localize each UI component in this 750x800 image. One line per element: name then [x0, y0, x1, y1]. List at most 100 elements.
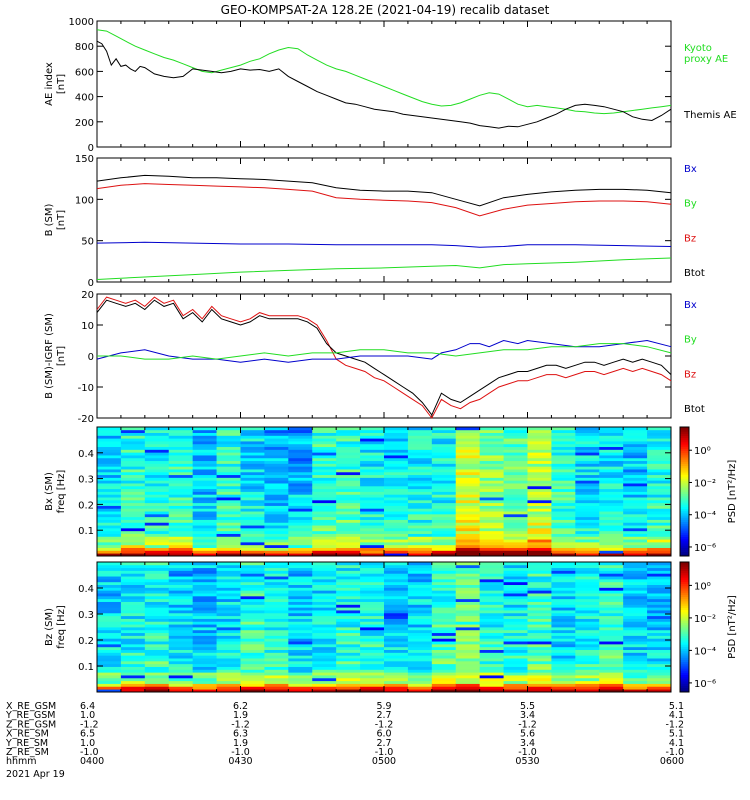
spectrogram-cell	[168, 466, 194, 470]
spectrogram-cell	[264, 598, 289, 602]
colorbar-segment	[680, 598, 689, 602]
spectrogram-cell	[288, 632, 313, 636]
spectrogram-cell	[551, 544, 576, 548]
spectrogram-cell	[455, 677, 481, 682]
spectrogram-cell	[336, 615, 361, 619]
spectrogram-cell	[384, 547, 409, 551]
spectrogram-cell	[503, 649, 528, 653]
spectrogram-cell	[192, 610, 217, 614]
colorbar-segment	[680, 493, 689, 497]
spectrogram-cell	[575, 474, 600, 478]
spectrogram-cell	[264, 477, 289, 481]
spectrogram-cell	[479, 513, 504, 518]
spectrogram-cell	[407, 595, 433, 600]
spectrogram-cell	[97, 460, 122, 464]
spectrogram-cell	[599, 494, 624, 498]
spectrogram-cell	[336, 677, 361, 682]
spectrogram-cell	[479, 435, 504, 439]
series-line	[96, 40, 672, 129]
spectrogram-cell	[623, 683, 648, 687]
spectrogram-cell	[527, 593, 552, 597]
spectrogram-cell	[479, 612, 504, 617]
spectrogram-cell	[503, 663, 528, 667]
spectrogram-cell	[312, 441, 337, 445]
spectrogram-cell	[551, 660, 576, 665]
spectrogram-cell	[647, 655, 672, 659]
spectrogram-cell	[527, 578, 552, 583]
spectrogram-cell	[527, 618, 552, 622]
spectrogram-cell	[551, 474, 576, 478]
spectrogram-cell	[288, 536, 313, 540]
spectrogram-cell	[647, 469, 672, 473]
spectrogram-cell	[575, 443, 600, 448]
spectrogram-cell	[551, 485, 576, 490]
spectrogram-cell	[240, 474, 265, 478]
spectrogram-cell	[431, 581, 457, 586]
spectrogram-cell	[144, 604, 170, 608]
spectrogram-cell	[120, 615, 146, 619]
spectrogram-cell	[407, 483, 433, 487]
spectrogram-cell	[431, 525, 457, 529]
spectrogram-cell	[312, 513, 337, 518]
spectrogram-cell	[575, 677, 600, 682]
spectrogram-cell	[144, 641, 170, 645]
spectrogram-cell	[599, 466, 624, 470]
colorbar-segment	[680, 545, 689, 548]
spectrogram-cell	[575, 646, 600, 651]
spectrogram-cell	[168, 463, 194, 467]
spectrogram-cell	[168, 522, 194, 526]
spectrogram-cell	[168, 601, 194, 605]
spectrogram-cell	[527, 474, 552, 478]
spectrogram-cell	[144, 536, 170, 540]
spectrogram-cell	[312, 677, 337, 682]
spectrogram-cell	[168, 480, 194, 484]
spectrogram-cell	[647, 675, 672, 679]
spectrogram-cell	[97, 581, 122, 586]
spectrogram-cell	[288, 672, 313, 676]
spectrogram-cell	[336, 449, 361, 453]
spectrogram-cell	[623, 502, 648, 506]
spectrogram-cell	[647, 604, 672, 608]
spectrogram-cell	[575, 553, 600, 557]
spectrogram-cell	[120, 477, 146, 481]
spectrogram-cell	[216, 553, 241, 557]
spectrogram-cell	[288, 660, 313, 665]
spectrogram-cell	[288, 485, 313, 490]
spectrogram-cell	[97, 536, 122, 540]
spectrogram-cell	[407, 539, 433, 543]
spectrogram-cell	[336, 438, 361, 442]
spectrogram-cell	[503, 632, 528, 636]
spectrogram-cell	[623, 564, 648, 569]
spectrogram-cell	[551, 590, 576, 594]
spectrogram-cell	[120, 513, 146, 518]
spectrogram-cell	[599, 567, 624, 571]
spectrogram-cell	[431, 689, 457, 693]
spectrogram-cell	[503, 516, 528, 520]
spectrogram-cell	[288, 612, 313, 617]
spectrogram-cell	[647, 497, 672, 501]
spectrogram-cell	[503, 655, 528, 659]
spectrogram-cell	[168, 525, 194, 529]
spectrogram-cell	[120, 604, 146, 608]
spectrogram-cell	[360, 499, 385, 504]
spectrogram-cell	[503, 638, 528, 642]
colorbar-segment	[680, 497, 689, 501]
spectrogram-cell	[407, 511, 433, 515]
spectrogram-cell	[455, 669, 481, 673]
spectrogram-cell	[192, 618, 217, 622]
spectrogram-cell	[360, 604, 385, 608]
spectrogram-cell	[455, 525, 481, 529]
spectrogram-cell	[336, 491, 361, 495]
ephemeris-value: 2.7	[376, 738, 391, 749]
spectrogram-cell	[623, 553, 648, 557]
spectrogram-cell	[647, 567, 672, 571]
spectrogram-cell	[360, 629, 385, 634]
y-axis-unit: freq [Hz]	[56, 470, 67, 514]
spectrogram-cell	[551, 680, 576, 684]
colorbar-segment	[680, 679, 689, 682]
spectrogram-cell	[97, 658, 122, 662]
spectrogram-cell	[192, 607, 217, 611]
spectrogram-cell	[336, 587, 361, 591]
spectrogram-cell	[455, 607, 481, 611]
spectrogram-cell	[120, 443, 146, 448]
